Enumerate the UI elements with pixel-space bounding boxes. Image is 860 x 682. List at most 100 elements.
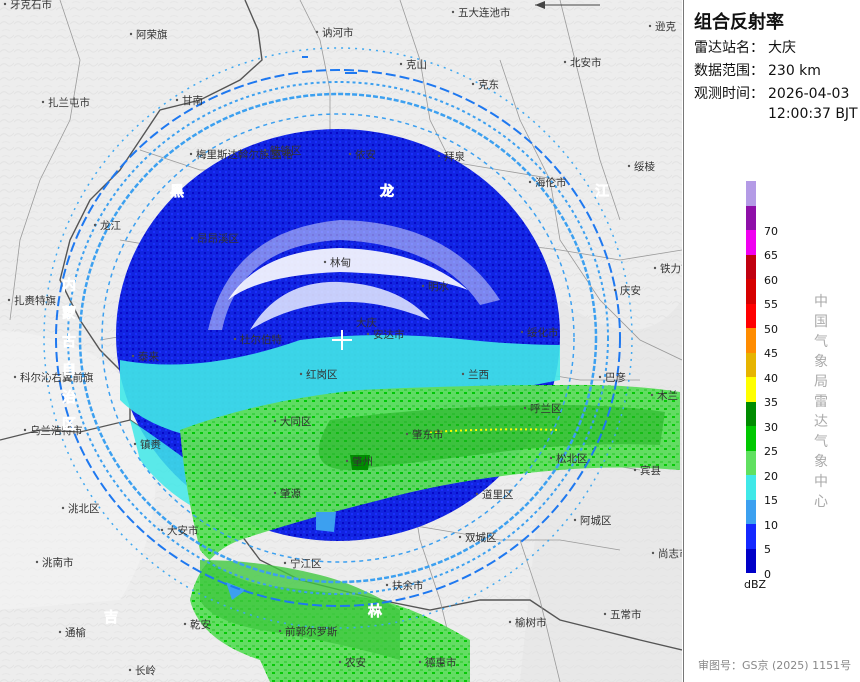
place-dot	[315, 30, 319, 34]
place-dot	[93, 223, 97, 227]
legend-swatch	[746, 499, 756, 524]
place-dot	[451, 10, 455, 14]
place-dot	[508, 620, 512, 624]
legend-swatch	[746, 352, 756, 377]
place-label: 农安	[345, 656, 366, 669]
place-label: 讷河市	[322, 26, 354, 39]
legend-swatch	[746, 230, 756, 255]
place-dot	[133, 442, 137, 446]
place-label: 昂昂溪区	[197, 233, 239, 245]
radar-map[interactable]: 五大连池市 逊克 牙克石市 阿荣旗 讷河市 克山 北安市 扎兰屯市 甘南 克东 梅里斯达斡尔族区 富裕…	[0, 0, 682, 682]
place-label: 红岗区	[306, 368, 338, 381]
place-dot	[175, 98, 179, 102]
place-dot	[563, 60, 567, 64]
place-label: 双城区	[465, 532, 497, 544]
legend-swatch	[746, 303, 756, 328]
region-label: 江	[595, 183, 609, 200]
place-label: 拜泉	[444, 150, 465, 163]
place-dot	[461, 372, 465, 376]
time-date: 2026-04-03	[768, 86, 850, 102]
place-dot	[273, 419, 277, 423]
place-dot	[520, 330, 524, 334]
place-dot	[573, 518, 577, 522]
place-dot	[598, 375, 602, 379]
place-dot	[23, 428, 27, 432]
place-label: 呼兰区	[530, 402, 562, 415]
radar-echo	[43, 47, 680, 682]
place-label: 绥化市	[527, 326, 559, 339]
place-dot	[58, 630, 62, 634]
info-panel: 组合反射率 雷达站名： 大庆 数据范围： 230 km 观测时间： 2026-0…	[683, 0, 860, 682]
legend-swatch	[746, 279, 756, 304]
region-label: 古	[62, 333, 76, 350]
legend-swatch	[746, 475, 756, 500]
place-label: 五大连池市	[458, 6, 511, 19]
place-dot	[323, 260, 327, 264]
legend-swatch	[746, 548, 756, 573]
place-dot	[273, 491, 277, 495]
legend-label: 65	[764, 249, 778, 262]
place-label: 乌兰浩特市	[30, 424, 83, 437]
place-dot	[653, 266, 657, 270]
legend-swatch	[746, 450, 756, 475]
legend-label: 60	[764, 273, 778, 287]
place-dot	[131, 354, 135, 358]
place-dot	[41, 100, 45, 104]
range-label: 数据范围：	[694, 63, 764, 79]
place-label: 扎赉特旗	[14, 294, 56, 307]
station-label: 雷达站名：	[694, 40, 764, 56]
place-dot	[651, 551, 655, 555]
legend-label: 35	[764, 396, 778, 409]
place-label: 宾县	[640, 464, 661, 477]
region-label: 内	[62, 277, 76, 294]
radar-site-marker[interactable]	[332, 330, 352, 350]
place-label: 甘南	[182, 94, 203, 107]
legend-label: 30	[764, 420, 778, 434]
legend-label: 20	[764, 469, 778, 483]
place-label: 道里区	[482, 488, 514, 501]
place-label: 海伦市	[535, 176, 567, 189]
place-label: 庆安	[620, 284, 641, 297]
place-dot	[283, 561, 287, 565]
place-label: 阿荣旗	[136, 28, 168, 41]
place-label: 扎兰屯市	[48, 96, 90, 109]
place-label: 巴彦	[605, 371, 626, 384]
place-label: 尚志市	[658, 547, 682, 560]
place-dot	[418, 660, 422, 664]
place-dot	[471, 82, 475, 86]
place-dot	[61, 506, 65, 510]
region-label: 林	[368, 603, 382, 620]
place-label: 榆树市	[515, 616, 547, 629]
place-dot	[128, 668, 132, 672]
place-label: 大安市	[167, 524, 199, 537]
legend-swatch	[746, 426, 756, 451]
place-dot	[348, 152, 352, 156]
region-labels: 黑龙江内蒙古自治区吉林	[62, 183, 610, 627]
place-label: 五常市	[610, 608, 642, 621]
legend-label: 5	[764, 543, 771, 556]
place-dot	[299, 372, 303, 376]
region-label: 治	[62, 389, 76, 406]
place-label: 北安市	[570, 56, 602, 69]
place-dot	[405, 432, 409, 436]
place-label: 扶余市	[392, 579, 424, 592]
legend-swatch	[746, 328, 756, 353]
place-dot	[549, 456, 553, 460]
legend-label: 10	[764, 518, 778, 532]
place-label: 梅里斯达斡尔族区	[196, 148, 280, 161]
place-dot	[263, 148, 267, 152]
range-value: 230 km	[768, 63, 821, 79]
place-dot	[189, 152, 193, 156]
place-label: 大同区	[280, 415, 312, 428]
place-label: 洮北区	[68, 502, 100, 515]
legend-swatch	[746, 524, 756, 549]
station-row: 雷达站名： 大庆	[694, 38, 796, 58]
legend-label: 25	[764, 445, 778, 458]
place-label: 克东	[478, 78, 499, 91]
time-clock: 12:00:37 BJT	[768, 106, 858, 122]
product-title: 组合反射率	[694, 12, 784, 33]
place-dot	[528, 180, 532, 184]
place-dot	[7, 298, 11, 302]
legend-label: 55	[764, 298, 778, 311]
